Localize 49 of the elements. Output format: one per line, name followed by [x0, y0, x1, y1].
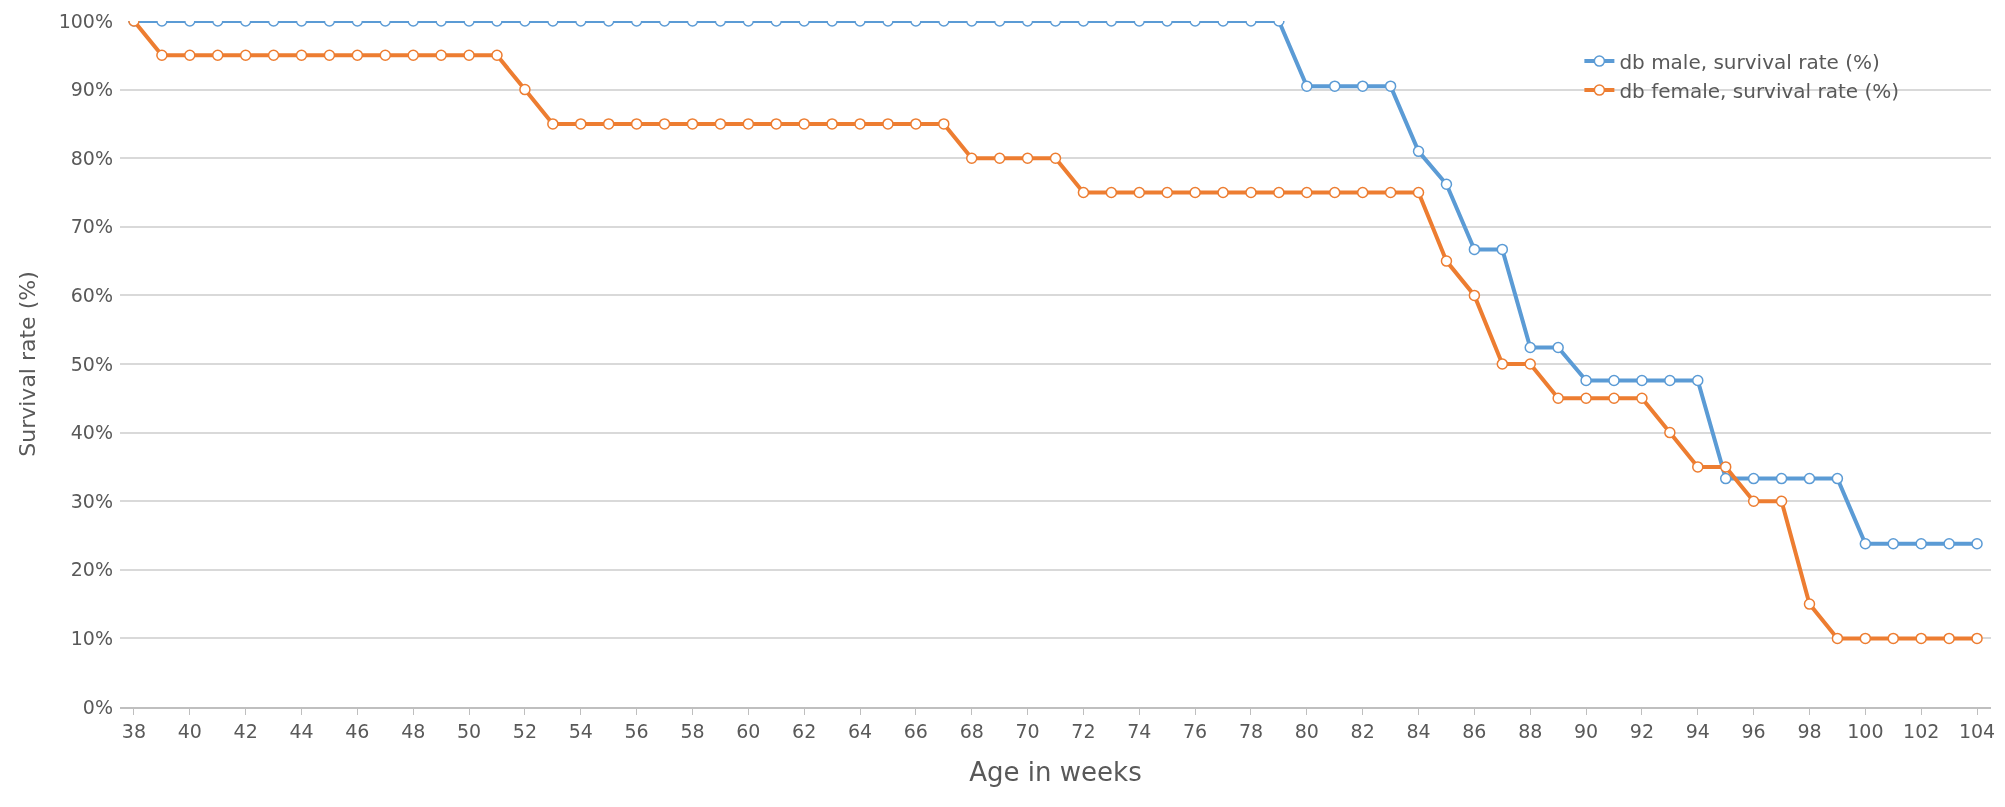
- y-axis-title: Survival rate (%): [15, 271, 41, 457]
- x-tick-label: 40: [177, 719, 202, 742]
- y-tick-label: 90%: [70, 78, 113, 101]
- y-tick-label: 0%: [82, 695, 113, 718]
- x-tick-label: 42: [233, 719, 258, 742]
- x-tick-label: 54: [568, 719, 593, 742]
- y-tick-label: 80%: [70, 146, 113, 169]
- x-tick-label: 60: [736, 719, 761, 742]
- x-tick-label: 84: [1406, 719, 1431, 742]
- x-tick-label: 68: [959, 719, 984, 742]
- x-tick-label: 104: [1958, 719, 1996, 742]
- x-tick-label: 58: [680, 719, 705, 742]
- x-tick-label: 56: [624, 719, 649, 742]
- x-tick-label: 72: [1071, 719, 1096, 742]
- x-axis-title: Age in weeks: [969, 756, 1142, 787]
- x-tick-label: 98: [1797, 719, 1822, 742]
- x-tick-label: 88: [1518, 719, 1543, 742]
- x-tick-label: 74: [1127, 719, 1152, 742]
- x-tick-label: 64: [847, 719, 873, 742]
- x-tick-label: 82: [1350, 719, 1375, 742]
- x-tick-label: 90: [1573, 719, 1599, 742]
- y-tick-label: 70%: [70, 215, 113, 238]
- x-tick-label: 38: [121, 719, 147, 742]
- x-tick-label: 50: [456, 719, 482, 742]
- y-tick-label: 100%: [58, 9, 113, 32]
- legend-label: db female, survival rate (%): [1619, 78, 1900, 103]
- x-tick-label: 76: [1183, 719, 1208, 742]
- x-tick-label: 66: [903, 719, 928, 742]
- x-tick-label: 44: [289, 719, 314, 742]
- x-tick-label: 100: [1847, 719, 1884, 742]
- x-tick-label: 94: [1685, 719, 1710, 742]
- x-tick-label: 102: [1903, 719, 1940, 742]
- x-tick-label: 78: [1238, 719, 1264, 742]
- x-tick-label: 62: [792, 719, 817, 742]
- x-tick-label: 92: [1629, 719, 1655, 742]
- x-tick-label: 80: [1294, 719, 1319, 742]
- x-tick-label: 52: [512, 719, 538, 742]
- x-tick-label: 70: [1015, 719, 1040, 742]
- x-tick-label: 48: [401, 719, 426, 742]
- y-tick-label: 60%: [70, 284, 113, 307]
- y-tick-label: 30%: [70, 489, 113, 512]
- legend-label: db male, survival rate (%): [1619, 49, 1880, 74]
- y-tick-label: 10%: [70, 627, 113, 650]
- x-tick-label: 46: [345, 719, 370, 742]
- y-tick-label: 50%: [70, 352, 113, 375]
- x-tick-label: 96: [1741, 719, 1766, 742]
- x-tick-label: 86: [1462, 719, 1487, 742]
- y-tick-label: 40%: [70, 421, 113, 444]
- y-tick-label: 20%: [70, 558, 113, 581]
